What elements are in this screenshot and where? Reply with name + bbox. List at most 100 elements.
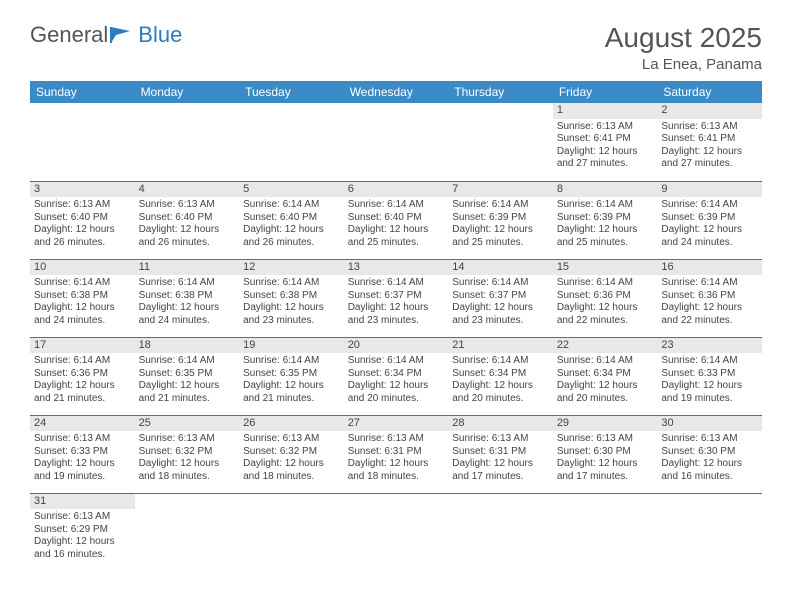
daylight-text: and 18 minutes.: [139, 471, 236, 484]
calendar-cell: 14Sunrise: 6:14 AMSunset: 6:37 PMDayligh…: [448, 259, 553, 337]
calendar-table: SundayMondayTuesdayWednesdayThursdayFrid…: [30, 81, 762, 571]
daylight-text: Daylight: 12 hours: [348, 224, 445, 237]
calendar-cell: 29Sunrise: 6:13 AMSunset: 6:30 PMDayligh…: [553, 415, 658, 493]
sunrise-text: Sunrise: 6:14 AM: [557, 355, 654, 368]
daylight-text: and 26 minutes.: [34, 237, 131, 250]
sunset-text: Sunset: 6:41 PM: [661, 133, 758, 146]
day-number: 25: [135, 416, 240, 432]
day-number: 20: [344, 338, 449, 354]
day-number: 3: [30, 182, 135, 198]
daylight-text: Daylight: 12 hours: [34, 224, 131, 237]
calendar-cell-empty: [448, 103, 553, 181]
calendar-cell: 20Sunrise: 6:14 AMSunset: 6:34 PMDayligh…: [344, 337, 449, 415]
daylight-text: Daylight: 12 hours: [452, 380, 549, 393]
calendar-cell: 10Sunrise: 6:14 AMSunset: 6:38 PMDayligh…: [30, 259, 135, 337]
day-number: 28: [448, 416, 553, 432]
daylight-text: and 27 minutes.: [661, 158, 758, 171]
day-number: 12: [239, 260, 344, 276]
daylight-text: and 17 minutes.: [452, 471, 549, 484]
daylight-text: and 24 minutes.: [34, 315, 131, 328]
daylight-text: Daylight: 12 hours: [34, 536, 131, 549]
sunset-text: Sunset: 6:34 PM: [452, 368, 549, 381]
calendar-row: 1Sunrise: 6:13 AMSunset: 6:41 PMDaylight…: [30, 103, 762, 181]
calendar-cell: 21Sunrise: 6:14 AMSunset: 6:34 PMDayligh…: [448, 337, 553, 415]
day-number: 2: [657, 103, 762, 119]
sunrise-text: Sunrise: 6:14 AM: [452, 277, 549, 290]
day-number: 9: [657, 182, 762, 198]
daylight-text: Daylight: 12 hours: [452, 302, 549, 315]
sunset-text: Sunset: 6:30 PM: [661, 446, 758, 459]
sunrise-text: Sunrise: 6:13 AM: [452, 433, 549, 446]
calendar-cell-empty: [239, 493, 344, 571]
day-number: 18: [135, 338, 240, 354]
day-number: 19: [239, 338, 344, 354]
sunrise-text: Sunrise: 6:14 AM: [243, 277, 340, 290]
sunrise-text: Sunrise: 6:14 AM: [34, 277, 131, 290]
sunrise-text: Sunrise: 6:13 AM: [139, 433, 236, 446]
day-number: 17: [30, 338, 135, 354]
sunrise-text: Sunrise: 6:14 AM: [557, 199, 654, 212]
daylight-text: Daylight: 12 hours: [348, 458, 445, 471]
sunset-text: Sunset: 6:39 PM: [661, 212, 758, 225]
sunset-text: Sunset: 6:30 PM: [557, 446, 654, 459]
calendar-cell-empty: [135, 493, 240, 571]
calendar-row: 10Sunrise: 6:14 AMSunset: 6:38 PMDayligh…: [30, 259, 762, 337]
daylight-text: Daylight: 12 hours: [139, 380, 236, 393]
sunset-text: Sunset: 6:32 PM: [139, 446, 236, 459]
daylight-text: and 23 minutes.: [243, 315, 340, 328]
calendar-cell: 9Sunrise: 6:14 AMSunset: 6:39 PMDaylight…: [657, 181, 762, 259]
sunset-text: Sunset: 6:36 PM: [557, 290, 654, 303]
daylight-text: and 19 minutes.: [661, 393, 758, 406]
day-number: 5: [239, 182, 344, 198]
weekday-header: Friday: [553, 81, 658, 103]
day-number: 4: [135, 182, 240, 198]
sunset-text: Sunset: 6:39 PM: [557, 212, 654, 225]
daylight-text: Daylight: 12 hours: [661, 302, 758, 315]
sunrise-text: Sunrise: 6:14 AM: [348, 199, 445, 212]
daylight-text: and 21 minutes.: [34, 393, 131, 406]
calendar-cell: 22Sunrise: 6:14 AMSunset: 6:34 PMDayligh…: [553, 337, 658, 415]
calendar-cell-empty: [30, 103, 135, 181]
daylight-text: Daylight: 12 hours: [557, 458, 654, 471]
sunset-text: Sunset: 6:41 PM: [557, 133, 654, 146]
daylight-text: and 25 minutes.: [557, 237, 654, 250]
day-number: 15: [553, 260, 658, 276]
calendar-cell: 6Sunrise: 6:14 AMSunset: 6:40 PMDaylight…: [344, 181, 449, 259]
logo-text-1: General: [30, 22, 108, 48]
sunrise-text: Sunrise: 6:14 AM: [34, 355, 131, 368]
day-number: 16: [657, 260, 762, 276]
calendar-row: 17Sunrise: 6:14 AMSunset: 6:36 PMDayligh…: [30, 337, 762, 415]
logo-text-2: Blue: [138, 22, 182, 48]
day-number: 14: [448, 260, 553, 276]
daylight-text: and 23 minutes.: [348, 315, 445, 328]
weekday-header: Wednesday: [344, 81, 449, 103]
sunrise-text: Sunrise: 6:14 AM: [348, 355, 445, 368]
calendar-cell: 25Sunrise: 6:13 AMSunset: 6:32 PMDayligh…: [135, 415, 240, 493]
sunrise-text: Sunrise: 6:14 AM: [348, 277, 445, 290]
weekday-header: Thursday: [448, 81, 553, 103]
sunrise-text: Sunrise: 6:14 AM: [661, 277, 758, 290]
calendar-cell: 2Sunrise: 6:13 AMSunset: 6:41 PMDaylight…: [657, 103, 762, 181]
daylight-text: Daylight: 12 hours: [139, 458, 236, 471]
weekday-header: Sunday: [30, 81, 135, 103]
day-number: 8: [553, 182, 658, 198]
sunrise-text: Sunrise: 6:13 AM: [139, 199, 236, 212]
sunrise-text: Sunrise: 6:13 AM: [557, 433, 654, 446]
daylight-text: and 21 minutes.: [243, 393, 340, 406]
sunset-text: Sunset: 6:40 PM: [34, 212, 131, 225]
day-number: 21: [448, 338, 553, 354]
sunset-text: Sunset: 6:29 PM: [34, 524, 131, 537]
daylight-text: and 27 minutes.: [557, 158, 654, 171]
sunrise-text: Sunrise: 6:13 AM: [243, 433, 340, 446]
daylight-text: and 19 minutes.: [34, 471, 131, 484]
calendar-cell-empty: [344, 493, 449, 571]
daylight-text: Daylight: 12 hours: [243, 458, 340, 471]
sunset-text: Sunset: 6:39 PM: [452, 212, 549, 225]
calendar-cell: 1Sunrise: 6:13 AMSunset: 6:41 PMDaylight…: [553, 103, 658, 181]
sunrise-text: Sunrise: 6:14 AM: [452, 199, 549, 212]
daylight-text: and 20 minutes.: [557, 393, 654, 406]
sunrise-text: Sunrise: 6:13 AM: [557, 121, 654, 134]
calendar-cell: 18Sunrise: 6:14 AMSunset: 6:35 PMDayligh…: [135, 337, 240, 415]
daylight-text: Daylight: 12 hours: [661, 146, 758, 159]
sunrise-text: Sunrise: 6:13 AM: [661, 433, 758, 446]
